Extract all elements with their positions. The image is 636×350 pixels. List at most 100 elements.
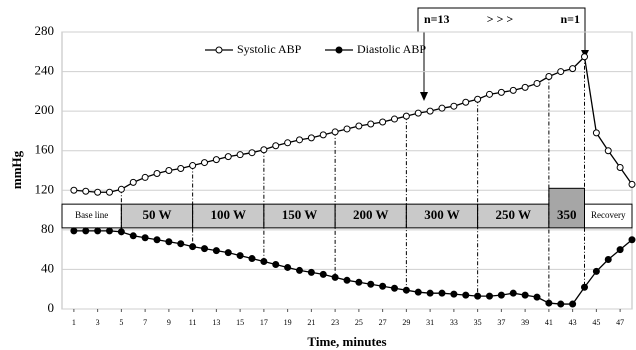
data-point — [486, 292, 493, 300]
data-point — [212, 156, 220, 164]
data-point — [474, 292, 482, 300]
data-point — [201, 159, 208, 167]
x-tick-label: 25 — [355, 318, 363, 327]
n-arrow: > > > — [487, 12, 514, 26]
x-tick-label: 9 — [167, 318, 171, 327]
data-point — [117, 228, 125, 236]
data-point — [296, 136, 303, 144]
data-point — [379, 282, 387, 290]
data-point — [260, 258, 268, 266]
data-point — [426, 289, 434, 297]
data-point — [521, 83, 529, 91]
legend-label: Diastolic ABP — [357, 42, 426, 56]
x-tick-label: 15 — [236, 318, 244, 327]
data-point — [129, 232, 137, 240]
data-point — [106, 227, 113, 235]
x-tick-label: 41 — [545, 318, 553, 327]
data-point — [581, 283, 588, 291]
data-point — [106, 188, 113, 196]
data-point — [307, 134, 315, 142]
data-point — [94, 188, 102, 196]
data-point — [189, 162, 197, 170]
data-point — [450, 290, 458, 298]
data-point — [165, 238, 173, 246]
data-point — [402, 286, 410, 294]
data-point — [153, 236, 161, 244]
stage-label: 250 W — [495, 207, 531, 222]
y-tick-label: 280 — [35, 23, 55, 38]
data-point — [355, 122, 363, 130]
data-point — [367, 120, 375, 128]
data-point — [236, 151, 244, 159]
data-point — [189, 243, 197, 251]
stage-label: Recovery — [591, 210, 626, 220]
data-point — [616, 246, 624, 254]
stage-label: 50 W — [142, 207, 171, 222]
stage-label: 100 W — [210, 207, 246, 222]
data-point — [224, 153, 232, 161]
x-tick-label: 47 — [616, 318, 624, 327]
stage-label: Base line — [75, 210, 108, 220]
data-point — [70, 186, 78, 194]
y-tick-label: 0 — [48, 300, 55, 315]
x-tick-label: 17 — [260, 318, 268, 327]
x-axis-label: Time, minutes — [307, 334, 386, 349]
data-point — [355, 278, 363, 286]
data-point — [224, 249, 232, 257]
x-tick-label: 37 — [497, 318, 505, 327]
legend-marker — [335, 46, 343, 54]
x-tick-label: 1 — [72, 318, 76, 327]
y-tick-label: 40 — [41, 260, 54, 275]
x-tick-label: 5 — [119, 318, 123, 327]
data-point — [545, 73, 553, 81]
legend-marker — [215, 46, 223, 54]
data-point — [153, 169, 161, 177]
stage-box — [548, 187, 585, 229]
data-point — [497, 291, 505, 299]
data-point — [272, 260, 280, 268]
data-point — [474, 95, 482, 103]
x-tick-label: 31 — [426, 318, 434, 327]
data-point — [272, 142, 280, 150]
data-point — [497, 88, 505, 96]
data-point — [533, 79, 541, 87]
data-point — [212, 247, 220, 255]
data-point — [592, 267, 600, 275]
data-point — [331, 273, 339, 281]
sample-box — [417, 7, 586, 33]
data-point — [236, 252, 244, 260]
data-point — [284, 139, 292, 147]
data-point — [438, 289, 446, 297]
x-tick-label: 33 — [450, 318, 458, 327]
data-point — [391, 115, 398, 123]
data-point — [70, 227, 78, 235]
x-tick-label: 43 — [569, 318, 577, 327]
x-tick-label: 27 — [379, 318, 387, 327]
data-point — [82, 187, 90, 195]
stage-label: 350 — [557, 207, 577, 222]
data-point — [82, 227, 90, 235]
data-point — [414, 288, 422, 296]
legend-label: Systolic ABP — [237, 42, 302, 56]
x-tick-label: 35 — [474, 318, 482, 327]
data-point — [509, 86, 517, 94]
data-point — [616, 164, 624, 172]
data-point — [248, 255, 256, 263]
y-tick-label: 200 — [35, 102, 55, 117]
n-end: n=1 — [560, 12, 580, 26]
x-tick-label: 19 — [284, 318, 292, 327]
data-point — [438, 104, 446, 112]
data-point — [379, 118, 387, 126]
y-tick-label: 240 — [35, 63, 55, 78]
x-tick-label: 13 — [212, 318, 220, 327]
x-tick-label: 21 — [307, 318, 315, 327]
data-point — [165, 167, 173, 174]
data-point — [569, 300, 577, 308]
stage-label: 150 W — [282, 207, 318, 222]
data-point — [545, 299, 553, 307]
n-start: n=13 — [424, 12, 450, 26]
data-point — [462, 98, 470, 106]
x-tick-label: 39 — [521, 318, 529, 327]
data-point — [414, 109, 422, 117]
data-point — [141, 234, 149, 242]
